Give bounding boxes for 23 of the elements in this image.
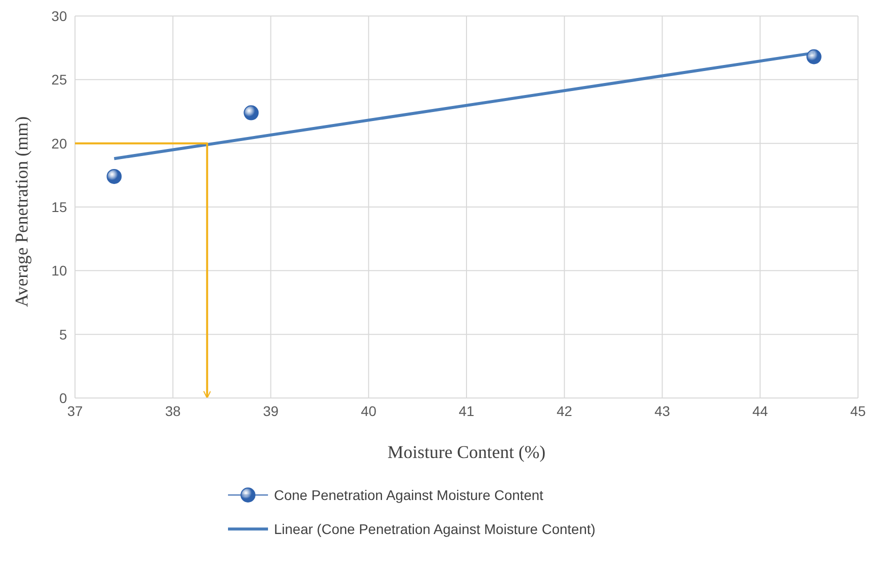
x-tick-label: 45 — [850, 402, 866, 419]
legend-label: Linear (Cone Penetration Against Moisture Content) — [274, 521, 596, 537]
x-tick-label: 38 — [165, 402, 181, 419]
x-tick-label: 44 — [752, 402, 768, 419]
point — [106, 168, 122, 184]
y-tick-label: 30 — [51, 8, 68, 24]
y-tick-label: 20 — [51, 135, 68, 152]
x-tick-label: 39 — [262, 402, 279, 419]
y-tick-label: 10 — [51, 262, 68, 279]
point — [244, 105, 259, 120]
y-axis-title: Average Penetration (mm) — [11, 116, 32, 307]
y-tick-label: 25 — [51, 72, 68, 88]
point — [806, 49, 822, 64]
x-tick-label: 37 — [67, 402, 83, 419]
y-tick-label: 0 — [59, 390, 68, 406]
x-tick-label: 42 — [556, 402, 572, 419]
x-tick-label: 40 — [360, 402, 377, 419]
x-axis-title: Moisture Content (%) — [388, 442, 546, 462]
y-tick-label: 15 — [51, 198, 68, 215]
x-tick-label: 43 — [654, 402, 670, 419]
x-tick-label: 41 — [458, 402, 474, 419]
y-tick-label: 5 — [59, 326, 68, 342]
legend-label: Cone Penetration Against Moisture Content — [274, 487, 544, 503]
